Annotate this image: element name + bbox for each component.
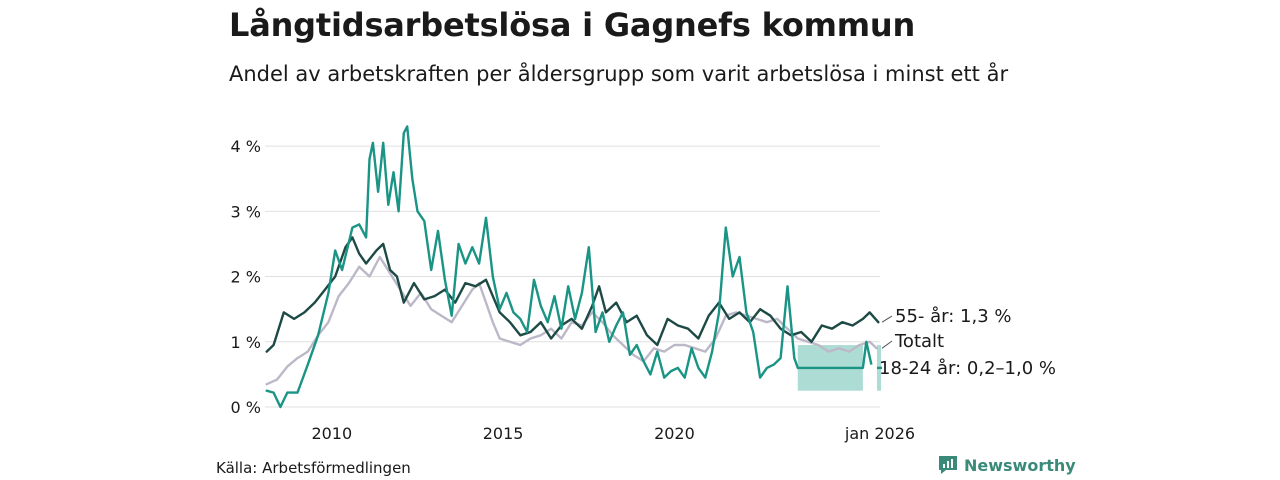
y-tick-labels: 0 % 1 % 2 % 3 % 4 % xyxy=(231,137,261,417)
y-tick-label: 0 % xyxy=(231,398,261,417)
end-labels: Totalt 55- år: 1,3 % 18-24 år: 0,2–1,0 % xyxy=(879,306,1056,379)
source-note: Källa: Arbetsförmedlingen xyxy=(216,459,411,477)
y-tick-label: 1 % xyxy=(231,333,261,352)
x-tick-labels: 2010 2015 2020 jan 2026 xyxy=(311,424,915,443)
series-18-24-r-end-label: 18-24 år: 0,2–1,0 % xyxy=(879,358,1056,379)
newsworthy-logo-icon xyxy=(939,456,957,474)
chart-title: Långtidsarbetslösa i Gagnefs kommun xyxy=(229,6,916,44)
series-totalt-line xyxy=(265,255,878,386)
series-18-24-r-estimate-line xyxy=(793,340,873,370)
y-tick-label: 2 % xyxy=(231,268,261,287)
series-55-r-leader xyxy=(881,315,893,323)
x-tick-label: 2010 xyxy=(311,424,352,443)
series-55-r-end-label: 55- år: 1,3 % xyxy=(895,306,1011,327)
series-lines xyxy=(265,125,882,409)
chart-subtitle: Andel av arbetskraften per åldersgrupp s… xyxy=(229,62,1009,86)
x-tick-label: 2015 xyxy=(483,424,524,443)
series-18-24-r-line xyxy=(265,125,796,409)
x-tick-label: 2020 xyxy=(654,424,695,443)
series-totalt-end-label: Totalt xyxy=(894,331,944,352)
brand-name: Newsworthy xyxy=(964,455,1076,475)
y-tick-label: 4 % xyxy=(231,137,261,156)
brand-logo: Newsworthy xyxy=(938,455,1076,475)
series-totalt-leader xyxy=(881,340,893,349)
grid-lines xyxy=(265,145,880,408)
x-tick-label: jan 2026 xyxy=(844,424,915,443)
y-tick-label: 3 % xyxy=(231,202,261,221)
